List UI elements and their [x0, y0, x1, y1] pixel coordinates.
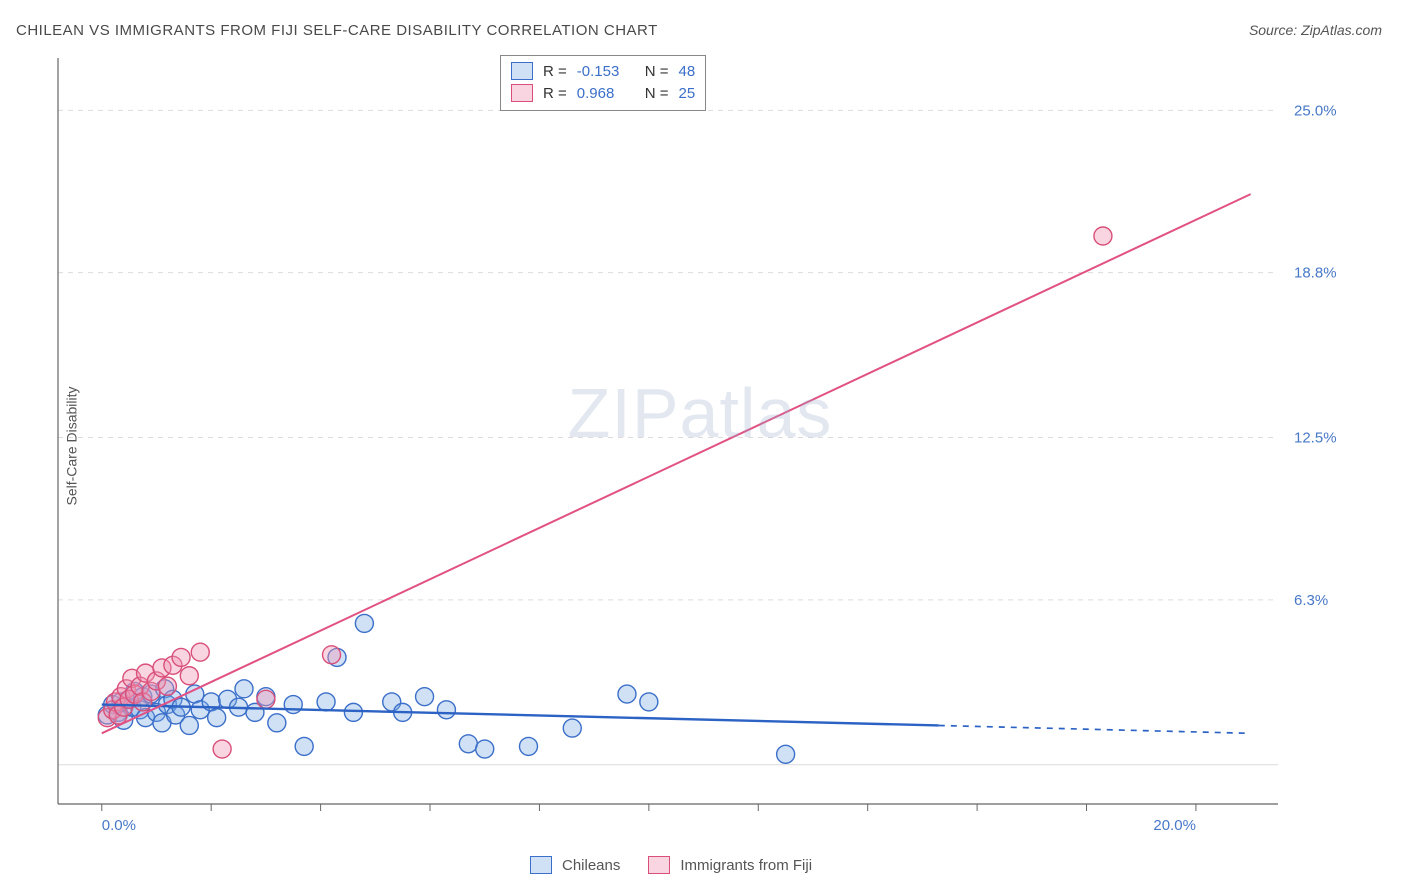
legend-r-label: R =: [543, 63, 567, 80]
legend-r-value: -0.153: [577, 63, 635, 80]
source-label: Source:: [1249, 22, 1297, 38]
data-point: [268, 714, 286, 732]
data-point: [355, 614, 373, 632]
legend-r-label: R =: [543, 85, 567, 102]
legend-swatch: [511, 62, 533, 80]
y-tick-label: 18.8%: [1294, 265, 1337, 282]
trend-line-chileans-dashed: [939, 725, 1251, 733]
data-point: [618, 685, 636, 703]
legend-n-label: N =: [645, 63, 669, 80]
legend-row: R = -0.153 N = 48: [511, 60, 695, 82]
trend-line-chileans: [102, 705, 939, 726]
data-point: [476, 740, 494, 758]
data-point: [563, 719, 581, 737]
y-tick-label: 6.3%: [1294, 592, 1328, 609]
data-point: [191, 643, 209, 661]
data-point: [295, 737, 313, 755]
legend-n-value: 48: [679, 63, 696, 80]
data-point: [437, 701, 455, 719]
legend-swatch: [530, 856, 552, 874]
data-point: [257, 690, 275, 708]
data-point: [519, 737, 537, 755]
data-point: [416, 688, 434, 706]
chart-svg: 6.3% 12.5% 18.8% 25.0% 0.0% 20.0%: [50, 50, 1350, 840]
legend-row: R = 0.968 N = 25: [511, 82, 695, 104]
data-point: [180, 716, 198, 734]
data-point: [640, 693, 658, 711]
series-legend: Chileans Immigrants from Fiji: [530, 856, 830, 874]
trend-line-fiji: [102, 194, 1251, 733]
data-point: [208, 709, 226, 727]
correlation-legend: R = -0.153 N = 48 R = 0.968 N = 25: [500, 55, 706, 111]
legend-n-label: N =: [645, 85, 669, 102]
source-name: ZipAtlas.com: [1301, 22, 1382, 38]
data-point: [323, 646, 341, 664]
data-point: [1094, 227, 1112, 245]
data-point: [172, 648, 190, 666]
legend-swatch: [511, 84, 533, 102]
legend-n-value: 25: [679, 85, 696, 102]
data-point: [213, 740, 231, 758]
legend-series-label: Chileans: [562, 857, 620, 874]
data-point: [235, 680, 253, 698]
plot-area: ZIPatlas 6.3%12.5%18.8%25.0%0.0%20.0%: [50, 50, 1350, 840]
x-tick-label: 0.0%: [102, 817, 136, 834]
data-point: [777, 745, 795, 763]
chart-title: CHILEAN VS IMMIGRANTS FROM FIJI SELF-CAR…: [16, 22, 658, 39]
data-point: [180, 667, 198, 685]
y-tick-label: 12.5%: [1294, 430, 1337, 447]
data-point: [158, 677, 176, 695]
data-point: [284, 696, 302, 714]
data-point: [459, 735, 477, 753]
data-point: [317, 693, 335, 711]
y-tick-label: 25.0%: [1294, 102, 1337, 119]
legend-swatch: [648, 856, 670, 874]
legend-r-value: 0.968: [577, 85, 635, 102]
legend-series-label: Immigrants from Fiji: [680, 857, 812, 874]
data-point: [344, 703, 362, 721]
source-attribution: Source: ZipAtlas.com: [1249, 22, 1382, 38]
x-tick-label: 20.0%: [1153, 817, 1196, 834]
